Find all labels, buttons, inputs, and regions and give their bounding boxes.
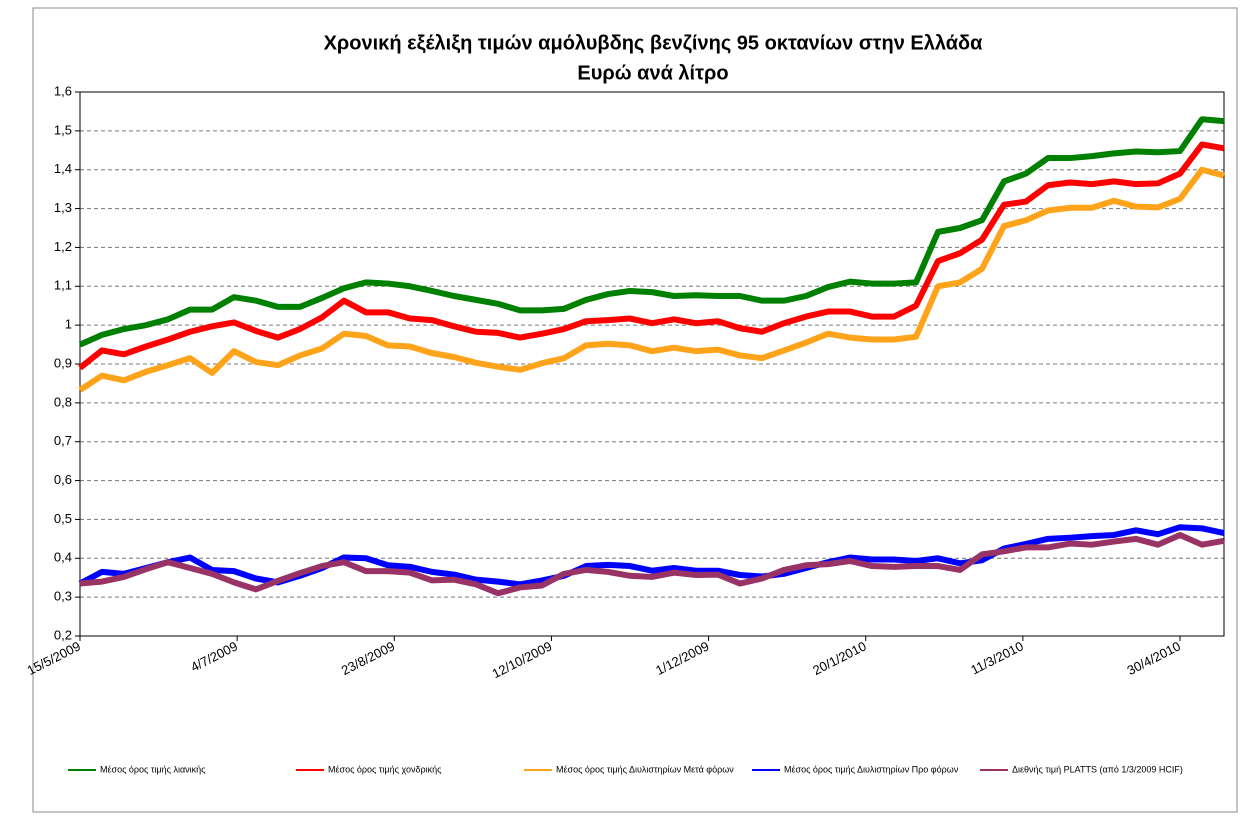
y-tick-label: 1,2 — [54, 239, 72, 254]
legend-label: Μέσος όρος τιμής Διυλιστηρίων Μετά φόρων — [556, 764, 734, 774]
chart-subtitle: Ευρώ ανά λίτρο — [577, 62, 728, 84]
y-tick-label: 0,7 — [54, 433, 72, 448]
y-tick-label: 1,1 — [54, 278, 72, 293]
plot-area — [79, 91, 1225, 637]
legend-label: Μέσος όρος τιμής χονδρικής — [328, 764, 442, 774]
chart-frame — [32, 7, 1238, 813]
y-tick-label: 0,3 — [54, 589, 72, 604]
y-tick-label: 0,2 — [54, 627, 72, 642]
series-line — [78, 141, 1225, 371]
y-tick-label: 0,8 — [54, 394, 72, 409]
y-tick-label: 1,5 — [54, 122, 72, 137]
y-tick-label: 1,4 — [54, 161, 72, 176]
y-tick-label: 0,6 — [54, 472, 72, 487]
series-line — [78, 116, 1225, 348]
legend-label: Μέσος όρος τιμής λιανικής — [100, 764, 206, 774]
legend-label: Μέσος όρος τιμής Διυλιστηρίων Προ φόρων — [784, 764, 959, 774]
y-tick-label: 1,6 — [54, 83, 72, 98]
chart-title: Χρονική εξέλιξη τιμών αμόλυβδης βενζίνης… — [324, 32, 984, 54]
y-tick-label: 0,4 — [54, 550, 72, 565]
y-tick-label: 1,3 — [54, 200, 72, 215]
series-line — [79, 531, 1225, 597]
legend-label: Διεθνής τιμή PLATTS (από 1/3/2009 HCIF) — [1012, 764, 1183, 774]
y-tick-label: 0,9 — [54, 355, 72, 370]
y-tick-label: 0,5 — [54, 511, 72, 526]
y-tick-label: 1 — [65, 317, 72, 332]
series-line — [78, 166, 1225, 393]
